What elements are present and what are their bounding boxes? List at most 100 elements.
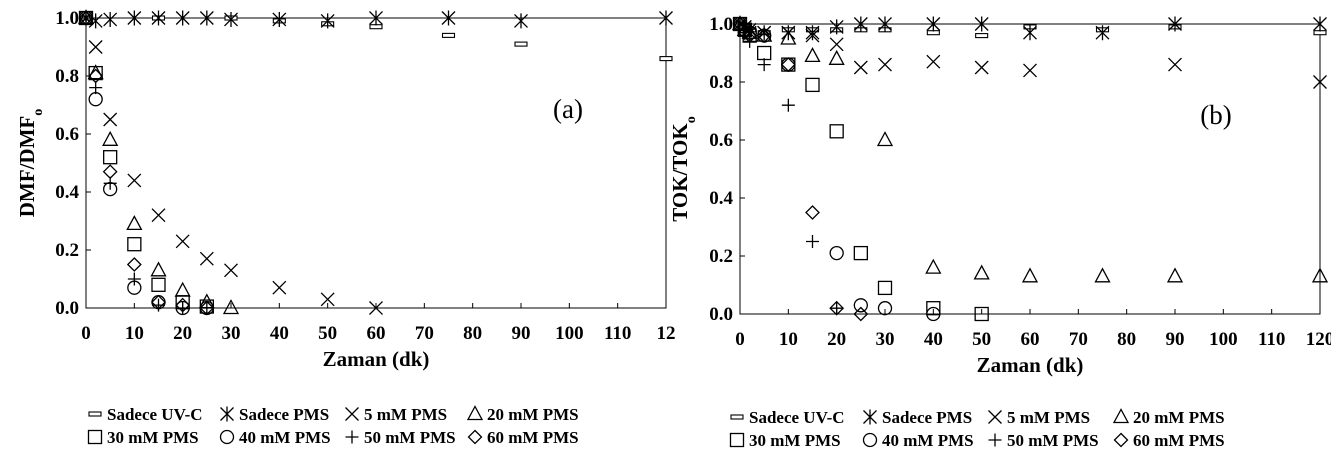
chart-panel-b: 0.0 0.2 0.4 0.6 0.8 1.0 0 10 20 30 40 50 60 70 80 90 100… bbox=[665, 0, 1331, 451]
x-tick-label: 0 bbox=[81, 323, 91, 344]
data-point bbox=[151, 208, 166, 223]
data-point bbox=[781, 98, 795, 112]
legend-label: Sadece UV-C bbox=[107, 405, 203, 424]
x-tick-label: 50 bbox=[318, 323, 337, 344]
data-point bbox=[369, 10, 383, 26]
data-point bbox=[514, 13, 528, 29]
data-point bbox=[103, 112, 118, 127]
legend-marker bbox=[862, 432, 878, 448]
data-point bbox=[974, 60, 989, 75]
data-point bbox=[781, 25, 796, 40]
data-point bbox=[320, 292, 335, 307]
x-tick-label: 110 bbox=[1258, 329, 1285, 350]
data-point bbox=[1095, 25, 1110, 41]
x-tick-label: 110 bbox=[604, 323, 631, 344]
plot-area-frame bbox=[739, 23, 1321, 315]
y-axis-title-subscript: o bbox=[31, 109, 46, 116]
x-axis-title: Zaman (dk) bbox=[977, 353, 1084, 377]
legend-label: 30 mM PMS bbox=[749, 431, 841, 450]
data-point bbox=[102, 164, 118, 180]
data-point bbox=[925, 258, 942, 274]
series-40-mm-pms bbox=[78, 10, 214, 316]
legend-marker bbox=[467, 429, 483, 445]
legend-marker bbox=[988, 433, 1002, 447]
x-tick-label: 40 bbox=[270, 323, 289, 344]
y-tick-label: 0.0 bbox=[55, 298, 79, 319]
data-point bbox=[742, 28, 758, 44]
data-point bbox=[1023, 63, 1037, 78]
data-point bbox=[926, 16, 941, 32]
data-point bbox=[224, 11, 238, 27]
legend-marker bbox=[88, 411, 102, 417]
data-point bbox=[1313, 16, 1327, 32]
y-tick-label: 0.2 bbox=[55, 240, 79, 261]
y-tick-label: 0.8 bbox=[55, 66, 79, 87]
data-point bbox=[127, 173, 142, 188]
data-point bbox=[1168, 16, 1182, 32]
legend-marker bbox=[1112, 408, 1130, 424]
legend-marker bbox=[730, 414, 744, 420]
legend-label: 60 mM PMS bbox=[1133, 431, 1225, 450]
y-tick-label: 0.2 bbox=[709, 246, 733, 267]
y-tick-label: 0.4 bbox=[55, 182, 79, 203]
data-point bbox=[975, 33, 989, 39]
legend-marker bbox=[988, 410, 1002, 424]
data-point bbox=[780, 57, 796, 73]
data-point bbox=[853, 245, 868, 261]
legend-label: Sadece UV-C bbox=[749, 408, 845, 427]
data-point bbox=[174, 281, 191, 297]
data-point bbox=[878, 16, 892, 32]
data-point bbox=[853, 60, 868, 75]
data-point bbox=[733, 17, 747, 31]
x-tick-label: 90 bbox=[1166, 329, 1185, 350]
y-tick-label: 0.6 bbox=[709, 130, 733, 151]
y-tick-label: 0.8 bbox=[709, 72, 733, 93]
y-tick-label: 0.4 bbox=[709, 188, 733, 209]
data-point bbox=[199, 300, 215, 316]
data-point bbox=[1021, 267, 1039, 283]
series-30-mm-pms bbox=[732, 16, 989, 322]
series-60-mm-pms bbox=[732, 16, 869, 322]
x-tick-label: 60 bbox=[1021, 329, 1040, 350]
x-tick-label: 70 bbox=[1069, 329, 1088, 350]
data-point bbox=[926, 301, 941, 316]
data-point bbox=[876, 131, 894, 147]
legend-label: 20 mM PMS bbox=[487, 405, 579, 424]
panel-label: (a) bbox=[553, 94, 583, 124]
legend-marker bbox=[466, 405, 484, 421]
data-point bbox=[150, 261, 167, 277]
x-tick-label: 60 bbox=[367, 323, 386, 344]
data-point bbox=[102, 130, 119, 146]
legend-label: 50 mM PMS bbox=[364, 428, 456, 447]
chart-b-svg: 0.0 0.2 0.4 0.6 0.8 1.0 0 10 20 30 40 50 60 70 80 90 100… bbox=[668, 14, 1331, 450]
x-tick-label: 40 bbox=[924, 329, 943, 350]
data-point bbox=[805, 77, 820, 93]
legend-label: 50 mM PMS bbox=[1007, 431, 1099, 450]
x-axis-title: Zaman (dk) bbox=[323, 347, 430, 371]
data-point bbox=[853, 306, 869, 322]
y-tick-label: 1.0 bbox=[55, 8, 79, 29]
legend-marker bbox=[729, 432, 745, 448]
legend-label: Sadece PMS bbox=[882, 408, 972, 427]
x-tick-label: 90 bbox=[512, 323, 531, 344]
legend-marker bbox=[863, 409, 877, 425]
data-point bbox=[756, 28, 772, 44]
panel-label: (b) bbox=[1200, 100, 1231, 130]
series-20-mm-pms bbox=[77, 9, 240, 315]
data-point bbox=[514, 41, 528, 47]
series-sadece-pms bbox=[733, 16, 1327, 41]
data-point bbox=[659, 10, 673, 26]
data-point bbox=[224, 263, 238, 278]
data-point bbox=[781, 57, 796, 72]
legend-label: 5 mM PMS bbox=[364, 405, 447, 424]
data-point bbox=[88, 40, 103, 54]
data-point bbox=[151, 277, 166, 292]
data-point bbox=[151, 10, 166, 26]
data-point bbox=[175, 234, 190, 249]
x-tick-label: 50 bbox=[972, 329, 991, 350]
data-point bbox=[199, 10, 214, 26]
chart-a-svg: 0.0 0.2 0.4 0.6 0.8 1.0 0 10 20 30 40 50 60 70 80 90 100… bbox=[15, 8, 676, 447]
x-tick-label: 100 bbox=[1209, 329, 1238, 350]
data-point bbox=[222, 299, 240, 315]
data-point bbox=[853, 16, 868, 32]
